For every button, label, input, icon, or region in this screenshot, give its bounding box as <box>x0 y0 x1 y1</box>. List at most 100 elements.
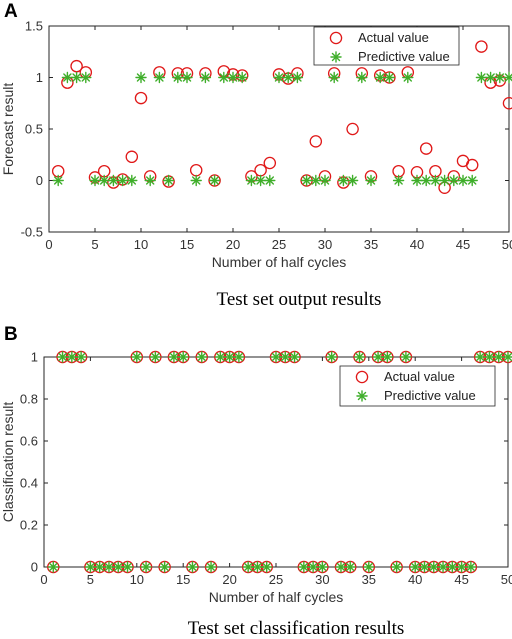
b-predictive-point <box>84 561 97 573</box>
b-predictive-point <box>353 351 366 363</box>
a-predictive-point <box>457 174 469 187</box>
panel-a-legend-actual: Actual value <box>358 30 429 45</box>
b-ytick-label: 0.6 <box>20 434 38 449</box>
a-predictive-point <box>300 174 313 187</box>
b-predictive-point <box>455 561 468 573</box>
a-predictive-point <box>475 71 488 84</box>
b-predictive-point <box>261 561 273 573</box>
panel-b-y-ticks: 0 0.2 0.4 0.6 0.8 1 <box>20 350 508 575</box>
a-predictive-point <box>135 71 147 84</box>
b-predictive-point <box>344 561 356 573</box>
b-predictive-point <box>121 561 134 573</box>
a-predictive-point <box>429 174 442 187</box>
b-xtick-label: 35 <box>362 572 376 587</box>
a-predictive-point <box>254 174 267 187</box>
a-predictive-point <box>337 174 350 187</box>
a-predictive-point <box>190 174 202 187</box>
panel-b-x-ticks: 0 5 10 15 20 25 30 35 40 45 50 <box>40 357 512 587</box>
a-ytick-label: 0.5 <box>25 122 43 137</box>
a-predictive-point <box>162 174 175 187</box>
a-xtick-label: 35 <box>364 237 378 252</box>
a-ytick-label: 0 <box>36 173 43 188</box>
a-predictive-point <box>291 71 304 84</box>
b-legend-circle-marker <box>355 370 369 384</box>
b-predictive-point <box>186 561 199 573</box>
b-ytick-label: 0 <box>31 560 38 575</box>
a-predictive-point <box>310 174 322 187</box>
a-predictive-point <box>172 71 184 84</box>
a-predictive-point <box>420 174 432 187</box>
a-actual-point <box>189 163 203 177</box>
a-predictive-point <box>181 71 193 84</box>
b-predictive-point <box>437 561 449 573</box>
b-xtick-label: 10 <box>130 572 144 587</box>
b-predictive-point <box>381 351 394 363</box>
a-predictive-point <box>218 71 230 84</box>
a-predictive-point <box>199 71 212 84</box>
a-xtick-label: 30 <box>318 237 332 252</box>
b-predictive-point <box>372 351 384 363</box>
a-legend-asterisk-marker <box>330 51 342 63</box>
a-predictive-point <box>319 174 331 187</box>
b-legend-asterisk-marker <box>356 390 368 402</box>
a-predictive-point <box>144 174 156 187</box>
a-predictive-point <box>70 71 83 84</box>
a-predictive-point <box>374 71 386 84</box>
a-actual-point <box>309 135 323 148</box>
b-predictive-point <box>418 561 431 573</box>
a-predictive-point <box>448 174 460 187</box>
b-predictive-point <box>316 561 329 573</box>
b-predictive-point <box>483 351 496 363</box>
panel-b-legend-circle-icon <box>355 370 369 384</box>
b-predictive-point <box>279 351 291 363</box>
a-predictive-point <box>392 174 405 187</box>
a-predictive-point <box>503 71 512 84</box>
a-predictive-point <box>116 174 129 187</box>
a-actual-point <box>70 59 83 73</box>
b-ytick-label: 0.2 <box>20 518 38 533</box>
a-xtick-label: 15 <box>180 237 194 252</box>
panel-a-y-axis-label: Forecast result <box>0 83 16 176</box>
b-predictive-point <box>158 561 171 573</box>
a-actual-point <box>125 150 139 164</box>
b-predictive-point <box>233 351 245 363</box>
a-predictive-point <box>236 71 248 84</box>
panel-a-legend: Actual value Predictive value <box>313 26 460 66</box>
b-predictive-point <box>325 351 338 363</box>
panel-b-data-points <box>47 350 512 574</box>
b-predictive-point <box>205 561 217 573</box>
b-predictive-point <box>66 351 78 363</box>
a-xtick-label: 40 <box>410 237 424 252</box>
a-predictive-point <box>98 174 110 187</box>
a-ytick-label: 1 <box>36 70 43 85</box>
a-actual-point <box>419 142 433 155</box>
b-predictive-point <box>223 351 236 363</box>
a-predictive-point <box>227 71 239 84</box>
panel-b-legend-asterisk-icon <box>356 390 368 402</box>
panel-b-classification-chart: B 0 0.2 0.4 0.6 0.8 1 0 5 10 15 20 25 30 35 40 45 50 Ac… <box>0 324 512 639</box>
b-predictive-point <box>474 351 486 363</box>
b-predictive-point <box>47 561 59 573</box>
b-predictive-point <box>465 561 477 573</box>
a-predictive-point <box>411 174 423 187</box>
a-actual-point <box>263 156 277 170</box>
b-predictive-point <box>103 561 115 573</box>
a-xtick-label: 0 <box>45 237 52 252</box>
panel-b-legend-actual: Actual value <box>384 369 455 384</box>
b-predictive-point <box>140 561 152 573</box>
b-predictive-point <box>409 561 421 573</box>
a-legend-circle-marker <box>329 31 343 45</box>
b-predictive-point <box>446 561 459 573</box>
b-predictive-point <box>56 351 69 363</box>
a-predictive-point <box>383 71 396 84</box>
a-xtick-label: 45 <box>456 237 470 252</box>
b-predictive-point <box>112 561 124 573</box>
b-predictive-point <box>168 351 180 363</box>
a-predictive-point <box>89 174 101 187</box>
panel-b-legend: Actual value Predictive value <box>339 365 496 407</box>
b-predictive-point <box>149 351 162 363</box>
b-xtick-label: 0 <box>40 572 47 587</box>
b-predictive-point <box>307 561 319 573</box>
a-predictive-point <box>273 71 285 84</box>
